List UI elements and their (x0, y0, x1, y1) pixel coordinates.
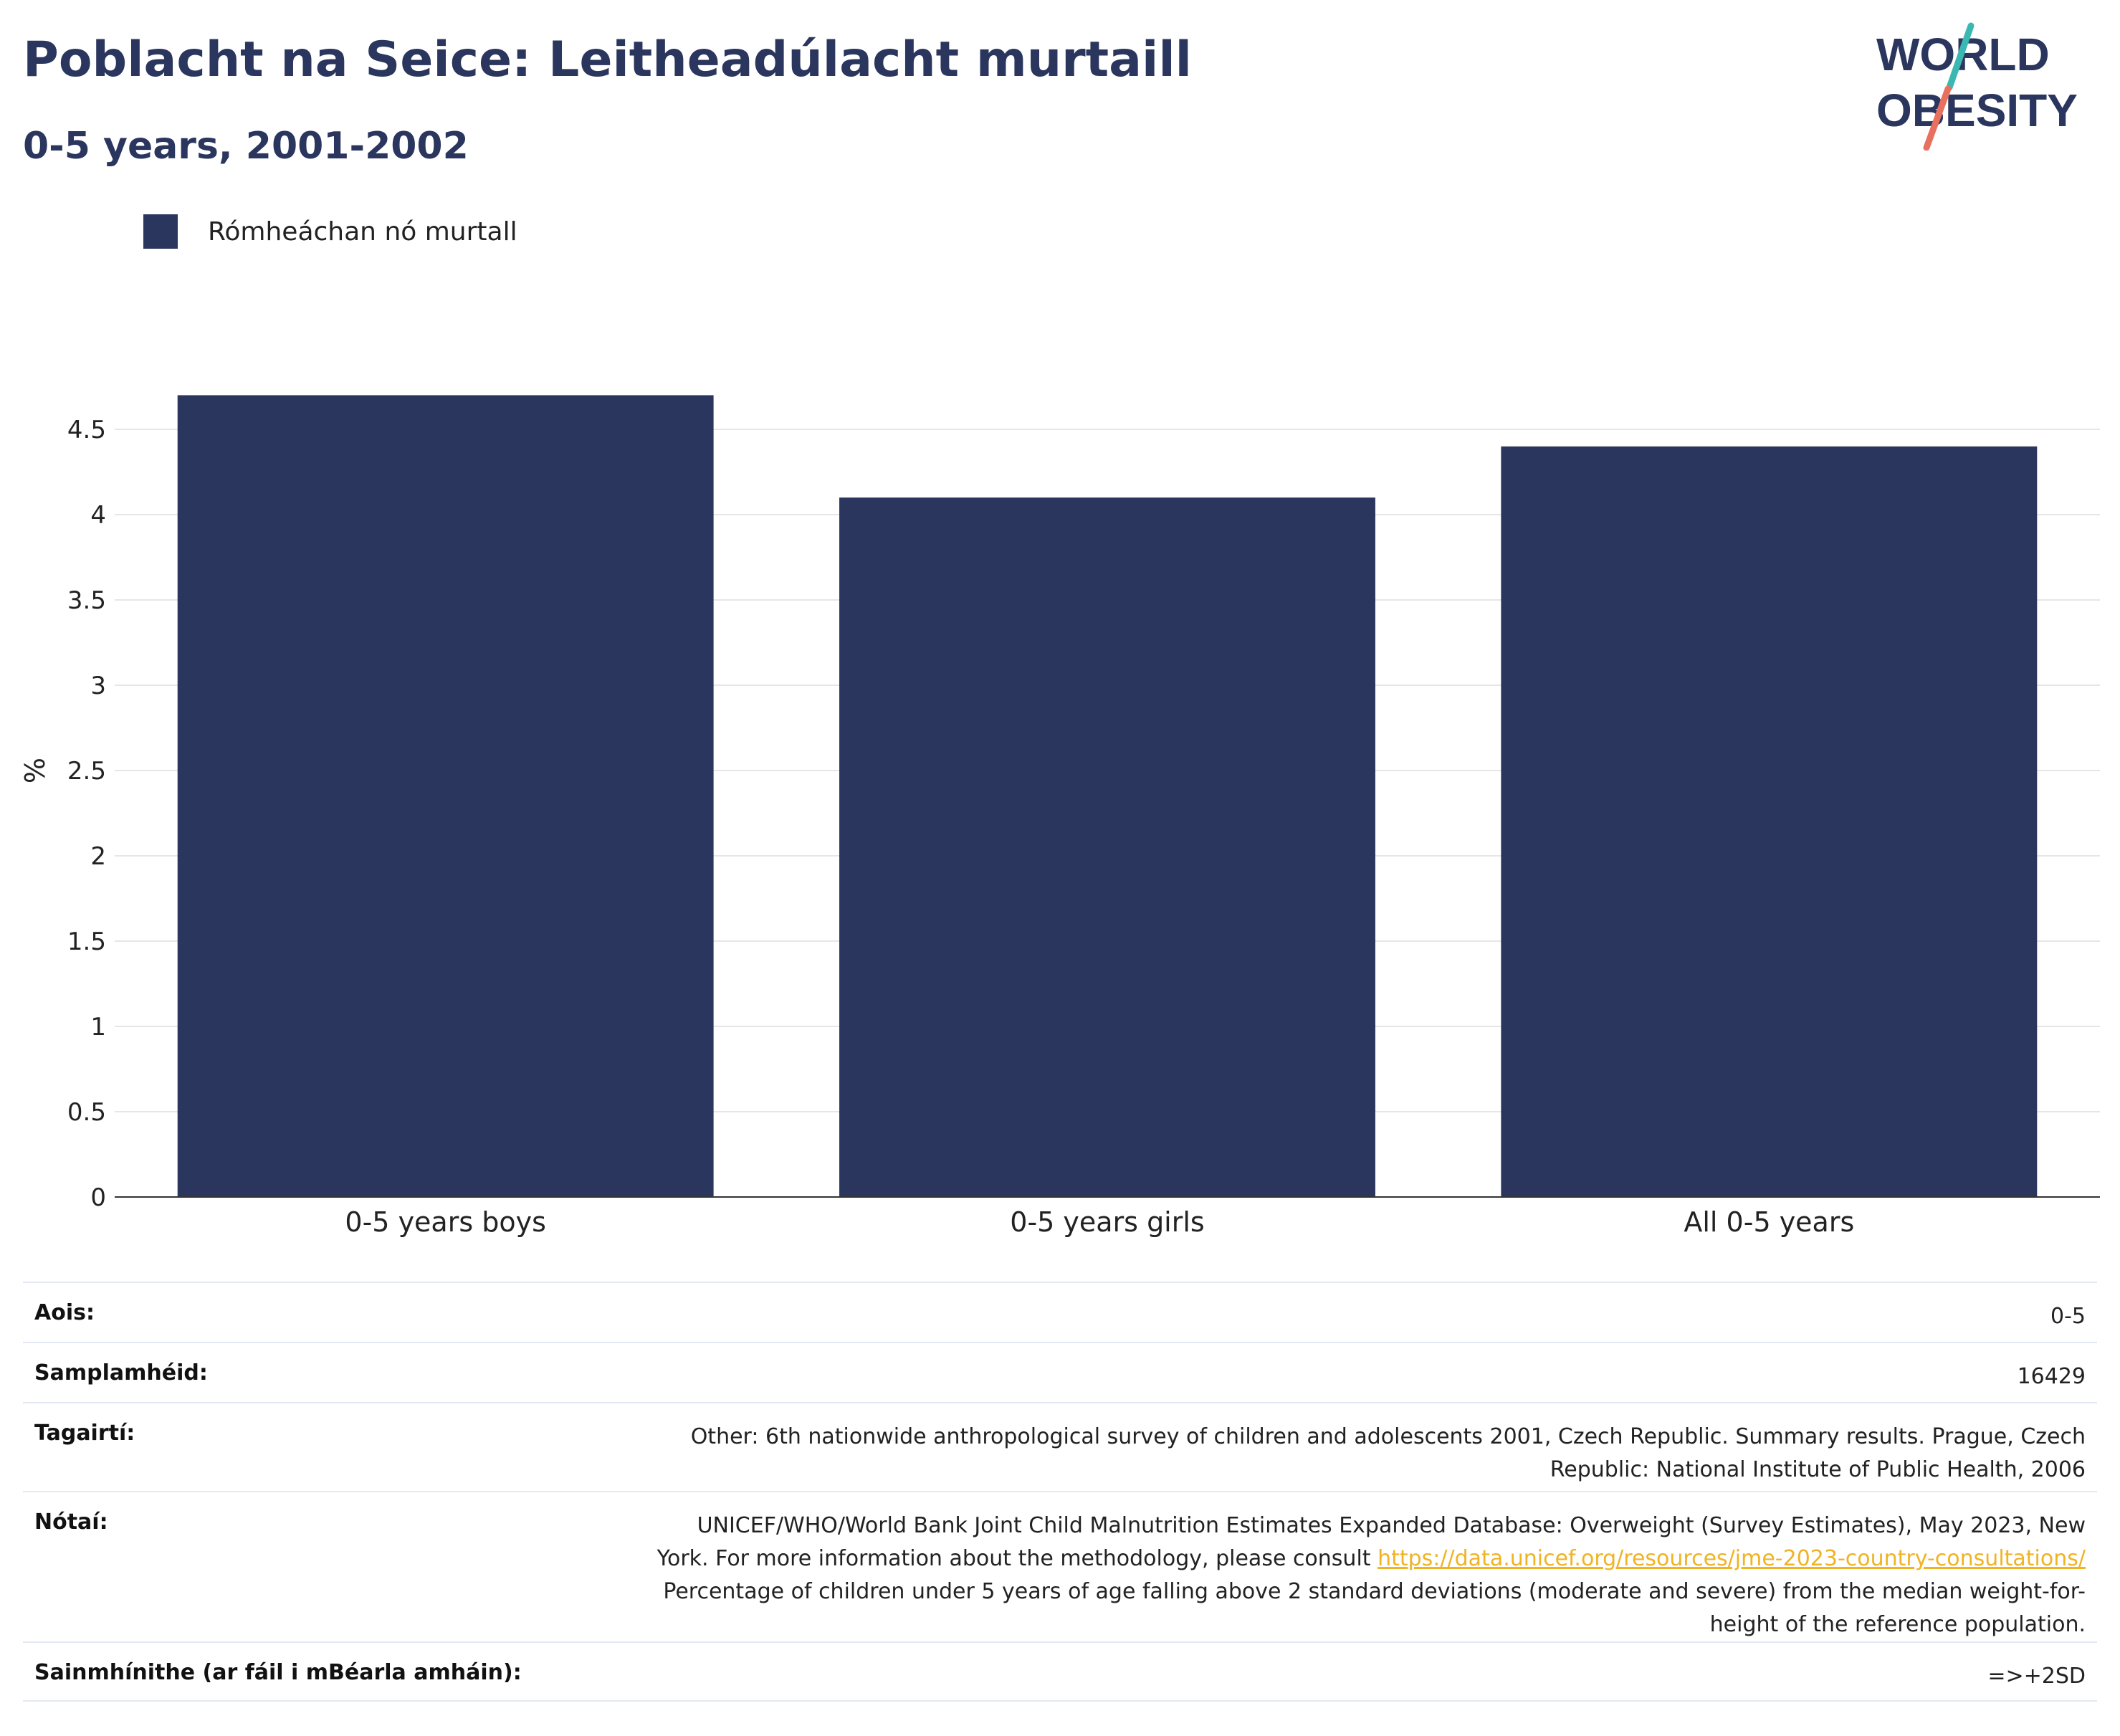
y-tick-label: 2.5 (67, 757, 106, 786)
chart-title: Poblacht na Seice: Leitheadúlacht murtai… (23, 32, 1192, 88)
bar-chart: 0 0.5 1 1.5 2 2.5 3 3.5 4 4.5 0-5 years boys 0-5 ye… (19, 395, 2100, 1238)
meta-sample-size-label: Samplamhéid: (34, 1360, 208, 1386)
legend-label: Rómheáchan nó murtall (208, 216, 517, 247)
legend-swatch (143, 214, 178, 249)
meta-age-value: 0-5 (2050, 1304, 2086, 1329)
meta-notes-line2-text: York. For more information about the met… (656, 1546, 1378, 1571)
y-tick-label: 3 (90, 672, 106, 700)
meta-references-line1: Other: 6th nationwide anthropological su… (690, 1424, 2086, 1449)
meta-references-line2: Republic: National Institute of Public H… (1550, 1457, 2086, 1482)
meta-row-references: Tagairtí: Other: 6th nationwide anthropo… (23, 1402, 2097, 1491)
y-tick-label: 4.5 (67, 416, 106, 444)
meta-references-label: Tagairtí: (34, 1421, 135, 1446)
bar (839, 497, 1375, 1197)
logo-slash-bottom (1923, 85, 1952, 151)
chart-subtitle: 0-5 years, 2001-2002 (23, 125, 469, 168)
x-tick-label: 0-5 years boys (345, 1206, 545, 1238)
meta-notes-line3: Percentage of children under 5 years of … (663, 1579, 2086, 1604)
meta-row-definitions: Sainmhínithe (ar fáil i mBéarla amháin):… (23, 1641, 2097, 1702)
meta-notes-link[interactable]: https://data.unicef.org/resources/jme-20… (1377, 1546, 2086, 1571)
meta-definitions-label: Sainmhínithe (ar fáil i mBéarla amháin): (34, 1660, 522, 1685)
metadata-table: Aois: 0-5 Samplamhéid: 16429 Tagairtí: O… (23, 1282, 2097, 1702)
y-tick-label: 1.5 (67, 927, 106, 956)
meta-notes-line2: York. For more information about the met… (657, 1542, 2086, 1575)
meta-notes-label: Nótaí: (34, 1510, 108, 1535)
meta-notes-line4: height of the reference population. (1709, 1612, 2086, 1637)
y-tick-label: 4 (90, 501, 106, 530)
meta-sample-size-value: 16429 (2017, 1364, 2086, 1389)
meta-row-sample-size: Samplamhéid: 16429 (23, 1342, 2097, 1402)
meta-definitions-value: =>+2SD (1987, 1664, 2086, 1689)
x-tick-label: 0-5 years girls (1010, 1206, 1204, 1238)
logo-line-obesity: OBESITY (1876, 85, 2078, 136)
legend[interactable]: Rómheáchan nó murtall (143, 214, 517, 249)
y-tick-label: 0.5 (67, 1098, 106, 1127)
logo-slash-top (1946, 22, 1975, 91)
meta-row-age: Aois: 0-5 (23, 1282, 2097, 1342)
meta-references-value: Other: 6th nationwide anthropological su… (691, 1421, 2086, 1487)
world-obesity-logo: WORLD OBESITY (1876, 22, 2078, 151)
y-tick-label: 3.5 (67, 586, 106, 615)
meta-row-notes: Nótaí: UNICEF/WHO/World Bank Joint Child… (23, 1491, 2097, 1641)
y-tick-label: 0 (90, 1183, 106, 1212)
bar (1501, 446, 2038, 1197)
meta-notes-value: UNICEF/WHO/World Bank Joint Child Malnut… (657, 1510, 2086, 1641)
meta-age-label: Aois: (34, 1300, 95, 1325)
y-tick-label: 2 (90, 842, 106, 871)
x-tick-label: All 0-5 years (1684, 1206, 1854, 1238)
y-axis-label: % (19, 758, 51, 783)
meta-notes-line1: UNICEF/WHO/World Bank Joint Child Malnut… (697, 1513, 2086, 1538)
bar (177, 395, 714, 1197)
y-tick-label: 1 (90, 1013, 106, 1041)
